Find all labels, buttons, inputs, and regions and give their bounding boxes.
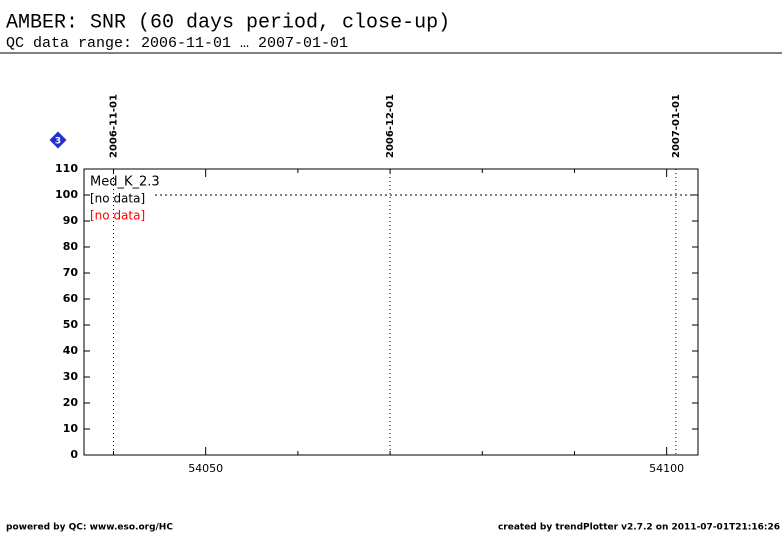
date-marker-label: 2006-11-01 [109, 94, 120, 158]
date-marker-label: 2007-01-01 [671, 94, 682, 158]
x-tick-label: 54050 [188, 462, 223, 475]
chart-title: AMBER: SNR (60 days period, close-up) [6, 11, 450, 34]
y-tick-label: 100 [55, 188, 78, 201]
y-tick-label: 60 [63, 292, 79, 305]
y-tick-label: 70 [63, 266, 79, 279]
y-tick-label: 50 [63, 318, 79, 331]
y-tick-label: 30 [63, 370, 79, 383]
y-tick-label: 80 [63, 240, 79, 253]
footer-right: created by trendPlotter v2.7.2 on 2011-0… [498, 523, 780, 533]
y-tick-label: 40 [63, 344, 79, 357]
chart-subtitle: QC data range: 2006-11-01 … 2007-01-01 [6, 35, 348, 52]
badge: 3 [49, 131, 67, 149]
y-tick-label: 110 [55, 162, 78, 175]
y-tick-label: 10 [63, 422, 79, 435]
y-tick-label: 90 [63, 214, 79, 227]
legend-entry: [no data] [90, 192, 145, 206]
plot-frame [83, 168, 699, 456]
legend-entry: Med_K_2.3 [90, 175, 160, 190]
badge-label: 3 [55, 137, 61, 147]
legend-entry: [no data] [90, 209, 145, 223]
y-tick-label: 20 [63, 396, 79, 409]
x-tick-label: 54100 [649, 462, 684, 475]
footer-left: powered by QC: www.eso.org/HC [6, 523, 173, 533]
y-tick-label: 0 [70, 448, 78, 461]
date-marker-label: 2006-12-01 [385, 94, 396, 158]
